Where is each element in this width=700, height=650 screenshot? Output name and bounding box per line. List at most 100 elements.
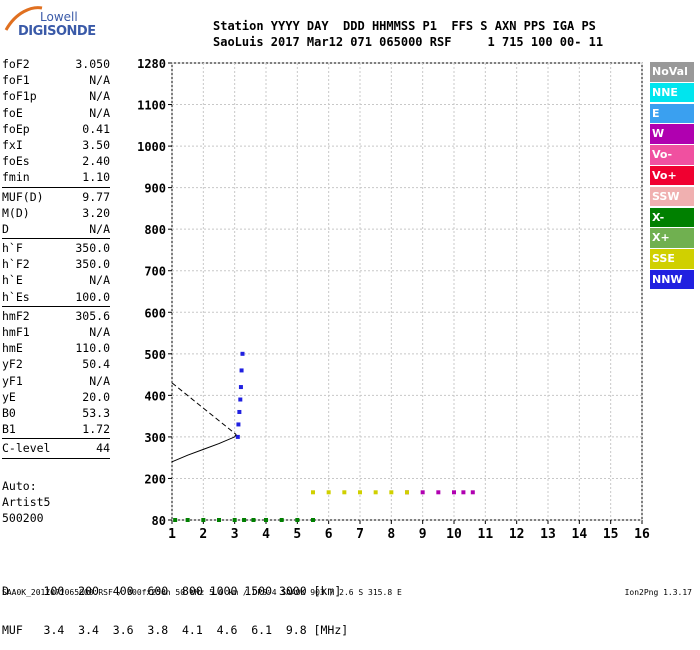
- trace-0-point: [185, 518, 190, 522]
- parameter-panel: foF2 3.050 foF1 N/A foF1p N/A foE N/A foEp 0.41 fx…: [2, 56, 110, 460]
- param-label: D: [2, 221, 9, 236]
- panel-separator: [2, 457, 110, 459]
- panel-separator: [2, 438, 110, 440]
- trace-2-point: [358, 490, 362, 495]
- param-row-hf: h`F 350.0: [2, 240, 110, 256]
- param-label: yF2: [2, 357, 23, 372]
- param-value: 20.0: [82, 389, 110, 404]
- param-label: foF1: [2, 73, 30, 88]
- legend-item-noval: NoVal: [650, 62, 694, 82]
- model-profile-dashed-line: [171, 382, 237, 435]
- param-row-fof1: foF1 N/A: [2, 72, 110, 88]
- param-label: C-level: [2, 441, 51, 456]
- trace-0-point: [264, 518, 268, 522]
- legend-item-w: W: [650, 124, 694, 144]
- x-tick-label: 6: [325, 527, 333, 542]
- param-label: M(D): [2, 205, 30, 220]
- param-value: 3.20: [82, 205, 110, 220]
- param-label: fxI: [2, 137, 23, 152]
- param-value: 350.0: [75, 257, 110, 272]
- y-tick-label: 80: [152, 514, 166, 528]
- artist-line2: Artist5: [2, 495, 51, 509]
- param-label: foEs: [2, 154, 30, 169]
- param-row-foe: foE N/A: [2, 105, 110, 121]
- y-tick-label: 400: [144, 389, 166, 403]
- param-value: 2.40: [82, 154, 110, 169]
- param-row-hmf2: hmF2 305.6: [2, 308, 110, 324]
- param-value: 53.3: [82, 405, 110, 420]
- param-value: 50.4: [82, 357, 110, 372]
- trace-0-point: [173, 518, 178, 522]
- param-value: N/A: [89, 105, 110, 120]
- y-tick-label: 1000: [137, 140, 166, 154]
- x-tick-label: 16: [634, 527, 650, 542]
- param-value: 1.72: [82, 422, 110, 437]
- param-row-yf2: yF2 50.4: [2, 356, 110, 372]
- x-tick-label: 5: [293, 527, 301, 542]
- param-value: 44: [96, 441, 110, 456]
- param-value: 0.41: [82, 121, 110, 136]
- param-value: 100.0: [75, 289, 110, 304]
- trace-1-point: [470, 490, 475, 495]
- panel-separator: [2, 305, 110, 307]
- muf-table-muf-row: MUF 3.4 3.4 3.6 3.8 4.1 4.6 6.1 9.8 [MHz…: [2, 623, 349, 637]
- footer-info: SAA0K_2017071065000.RSF / 300fx256h 50 k…: [2, 588, 402, 597]
- legend-item-nnw: NNW: [650, 269, 694, 290]
- trace-3-point: [235, 434, 240, 439]
- param-label: B0: [2, 405, 16, 420]
- y-tick-label: 200: [144, 472, 166, 486]
- legend-item-ssw: SSW: [650, 186, 694, 207]
- trace-2-point: [389, 490, 394, 495]
- artist-line1: Auto:: [2, 479, 37, 493]
- param-row-hes: h`Es 100.0: [2, 289, 110, 305]
- x-tick-label: 14: [572, 527, 588, 542]
- param-label: hmE: [2, 341, 23, 356]
- trace-1-point: [461, 490, 466, 495]
- param-row-hme: hmE 110.0: [2, 340, 110, 356]
- param-row-clevel: C-level 44: [2, 440, 110, 456]
- artist-info: Auto: Artist5 500200: [2, 478, 50, 526]
- trace-2-point: [326, 490, 331, 495]
- legend-item-nne: NNE: [650, 82, 694, 103]
- footer-version: Ion2Png 1.3.17: [624, 588, 692, 597]
- param-label: fmin: [2, 170, 30, 185]
- header-line1: Station YYYY DAY DDD HHMMSS P1 FFS S AXN…: [213, 19, 596, 33]
- param-row-fmin: fmin 1.10: [2, 169, 110, 185]
- param-value: 350.0: [75, 241, 110, 256]
- trace-3-point: [240, 351, 245, 356]
- y-tick-label: 1280: [137, 57, 166, 71]
- y-tick-label: 700: [144, 265, 166, 279]
- trace-2-point: [405, 490, 409, 495]
- x-tick-label: 3: [231, 527, 239, 542]
- lowell-digisonde-logo: Lowell DIGISONDE: [4, 4, 96, 39]
- param-value: 9.77: [82, 189, 110, 204]
- param-row-foep: foEp 0.41: [2, 121, 110, 137]
- param-row-hf2: h`F2 350.0: [2, 256, 110, 272]
- legend-item-vominus: Vo-: [650, 145, 694, 165]
- param-label: h`F: [2, 241, 23, 256]
- trace-0-point: [311, 518, 315, 522]
- param-label: MUF(D): [2, 189, 44, 204]
- trace-2-point: [373, 490, 378, 495]
- muf-table-distance-row: D 100 200 400 600 800 1000 1500 3000 [km…: [2, 584, 342, 598]
- y-tick-label: 600: [144, 306, 166, 320]
- trace-1-point: [436, 490, 441, 495]
- trace-1-point: [420, 490, 425, 495]
- x-tick-label: 15: [603, 527, 619, 542]
- param-row-d: D N/A: [2, 221, 110, 237]
- artist-line3: 500200: [2, 511, 44, 525]
- panel-separator: [2, 238, 110, 240]
- legend-item-xplus: X+: [650, 228, 694, 248]
- trace-0-point: [251, 518, 256, 522]
- y-tick-label: 900: [144, 182, 166, 196]
- x-tick-label: 11: [478, 527, 494, 542]
- trace-0-point: [232, 518, 237, 522]
- ionogram-plot: 1 2 3 4 5 6 7 8 9 10 11 12 13 14 15 1680200300400500600…: [137, 57, 650, 542]
- plot-frame: [171, 62, 643, 521]
- param-label: yF1: [2, 373, 23, 388]
- param-value: 110.0: [75, 341, 110, 356]
- logo-line2: DIGISONDE: [18, 24, 96, 39]
- param-row-fof2: foF2 3.050: [2, 56, 110, 72]
- y-tick-label: 500: [144, 348, 166, 362]
- x-tick-label: 1: [168, 527, 176, 542]
